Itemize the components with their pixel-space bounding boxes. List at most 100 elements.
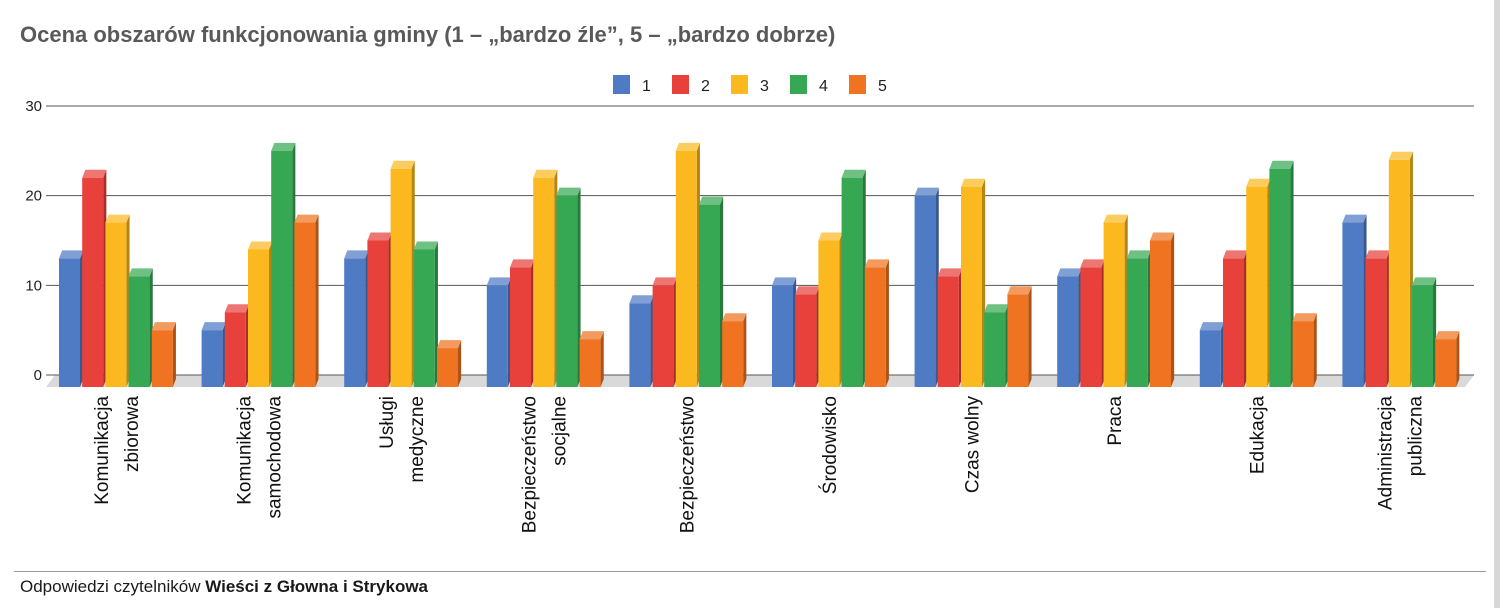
bar-top <box>579 331 604 340</box>
bar-front <box>914 195 936 387</box>
bar-front <box>937 276 959 387</box>
bar-top <box>1292 313 1317 322</box>
bar-front <box>1007 294 1029 387</box>
bar-top <box>344 250 369 259</box>
bar <box>1080 259 1105 387</box>
bar <box>864 259 889 387</box>
x-tick-label-line: Komunikacja <box>92 396 113 505</box>
bar-side <box>577 187 581 387</box>
bar-front <box>675 150 697 387</box>
bar-front <box>1292 321 1314 387</box>
bar-front <box>437 348 458 387</box>
bar-side <box>458 340 462 387</box>
bar <box>961 178 986 387</box>
legend-swatch <box>731 75 748 94</box>
bar-side <box>743 313 747 387</box>
bar-front <box>510 267 531 387</box>
bar-top <box>1435 331 1460 340</box>
x-tick-label: Praca <box>1105 396 1126 446</box>
frame-edge <box>1494 0 1500 608</box>
bar-front <box>1246 186 1268 387</box>
bar-top <box>413 241 438 250</box>
bar <box>224 304 249 387</box>
bar-top <box>533 169 558 178</box>
footer-divider <box>14 571 1486 572</box>
y-tick-label: 0 <box>34 367 42 384</box>
bar <box>510 259 535 387</box>
bar-front <box>841 177 863 387</box>
y-tick-label: 10 <box>25 277 42 294</box>
bar-top <box>201 322 226 331</box>
x-tick-label-line: Czas wolny <box>963 396 984 494</box>
bar <box>201 322 226 387</box>
x-tick-label-line: socjalne <box>550 396 571 466</box>
bar-front <box>59 258 80 387</box>
x-tick-label-line: samochodowa <box>265 396 286 519</box>
bar <box>486 277 511 387</box>
bar-top <box>1199 322 1224 331</box>
bar-front <box>722 321 744 387</box>
bar <box>1435 331 1460 387</box>
bar-top <box>772 277 797 286</box>
legend-label: 2 <box>701 78 710 95</box>
bar <box>1199 322 1224 387</box>
bar-front <box>367 240 389 387</box>
bar-top <box>914 187 939 196</box>
bar <box>294 214 319 387</box>
bar-front <box>818 240 840 387</box>
bar-front <box>795 294 817 387</box>
bar-front <box>984 312 1006 387</box>
bar-top <box>652 277 677 286</box>
bar-front <box>1342 222 1364 387</box>
bar-front <box>864 267 886 387</box>
bar-top <box>1126 250 1151 259</box>
bar-side <box>315 214 319 387</box>
bar-front <box>629 303 651 387</box>
bar-top <box>248 241 273 250</box>
bar-front <box>579 339 601 387</box>
bar-top <box>1150 232 1175 241</box>
bar-top <box>367 232 392 241</box>
bar-front <box>82 177 104 387</box>
bar-front <box>1103 222 1125 387</box>
bar-top <box>795 286 820 295</box>
x-tick-label: Bezpieczeństwo <box>677 396 698 533</box>
legend-label: 3 <box>760 78 769 95</box>
bar-front <box>224 312 246 387</box>
bar-front <box>105 222 127 387</box>
bar <box>1388 151 1413 387</box>
bar-top <box>1246 178 1271 187</box>
bar-top <box>390 160 415 169</box>
legend-label: 5 <box>878 78 887 95</box>
legend-label: 4 <box>819 78 828 95</box>
x-tick-label: Czas wolny <box>963 396 984 494</box>
x-tick-label-line: Środowisko <box>819 396 841 494</box>
bar-top <box>984 304 1009 313</box>
bar-top <box>437 340 462 349</box>
x-tick-label: Administracja publiczna <box>1375 396 1426 510</box>
bar <box>914 187 939 387</box>
bar-top <box>224 304 249 313</box>
bar-top <box>1223 250 1248 259</box>
x-tick-label-line: Edukacja <box>1248 396 1269 475</box>
bar-side <box>1313 313 1317 387</box>
bar <box>82 169 107 387</box>
bar-front <box>390 168 412 387</box>
bar <box>795 286 820 387</box>
x-tick-label: Bezpieczeństwo socjalne <box>520 396 571 533</box>
bar-front <box>1150 240 1171 387</box>
legend-label: 1 <box>642 78 651 95</box>
bar-front <box>248 249 269 387</box>
bar <box>437 340 462 387</box>
bar-front <box>128 276 150 387</box>
legend-swatch <box>613 75 630 94</box>
bar-side <box>1028 286 1032 387</box>
x-tick-label: Edukacja <box>1248 396 1269 475</box>
bar-top <box>556 187 581 196</box>
bar <box>841 169 866 387</box>
bar <box>1223 250 1248 387</box>
x-tick-label-line: Usługi <box>377 396 398 449</box>
legend-swatch <box>849 75 866 94</box>
bar-top <box>1007 286 1032 295</box>
bar-front <box>556 195 578 387</box>
